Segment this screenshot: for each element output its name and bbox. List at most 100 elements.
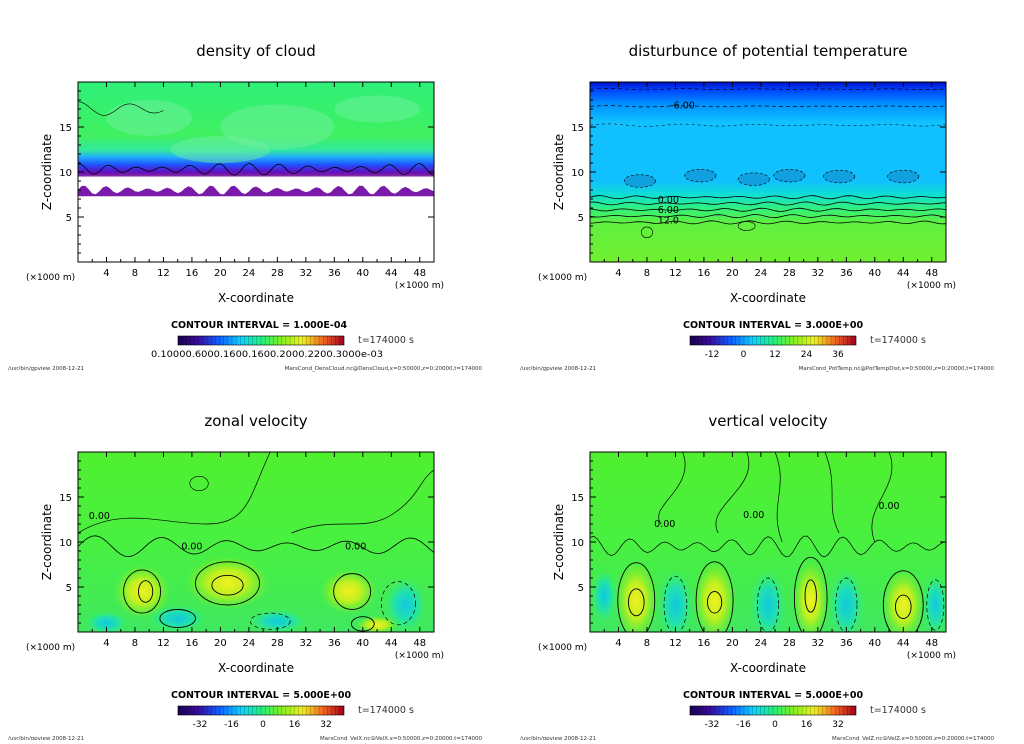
x-tick-label: 28 bbox=[783, 638, 796, 649]
x-tick-label: 28 bbox=[271, 638, 284, 649]
contour-interval: CONTOUR INTERVAL = 3.000E+00 bbox=[683, 320, 863, 331]
cloud-swirl bbox=[170, 136, 271, 163]
y-tick-label: 10 bbox=[59, 168, 72, 179]
colorbar-tick-label: 0 bbox=[741, 350, 747, 360]
x-tick-label: 24 bbox=[243, 638, 256, 649]
x-unit-label-left: (×1000 m) bbox=[538, 273, 587, 283]
footer-right: MarsCond_DensCloud.nc@DensCloud,x=0:5000… bbox=[285, 366, 483, 372]
x-tick-label: 4 bbox=[103, 638, 109, 649]
velocity-cell bbox=[881, 569, 925, 632]
x-axis-label: X-coordinate bbox=[730, 291, 806, 305]
velocity-cell bbox=[828, 569, 865, 632]
contour-line bbox=[590, 214, 946, 219]
contour-label: 0.00 bbox=[345, 542, 366, 553]
x-unit-label-right: (×1000 m) bbox=[395, 651, 444, 661]
contour-line bbox=[78, 535, 434, 558]
ptemp-cell bbox=[684, 169, 717, 183]
contour-loop bbox=[663, 575, 688, 632]
velocity-cell bbox=[248, 609, 306, 632]
contour-line bbox=[291, 469, 434, 534]
velocity-cell bbox=[614, 560, 658, 632]
x-tick-label: 24 bbox=[755, 268, 768, 279]
colorbar-tick-label: -16 bbox=[736, 720, 751, 730]
contour-loop bbox=[793, 556, 828, 632]
x-tick-label: 8 bbox=[644, 638, 650, 649]
contour-line bbox=[824, 452, 840, 534]
y-axis-label: Z-coordinate bbox=[40, 134, 54, 210]
contour-interval: CONTOUR INTERVAL = 5.000E+00 bbox=[171, 690, 351, 701]
colorbar-label-overlap: 0.10000.6000.1600.1600.2000.2200.3000e-0… bbox=[151, 350, 383, 360]
y-tick-label: 10 bbox=[571, 168, 584, 179]
field-shading bbox=[78, 452, 434, 632]
contour-loop bbox=[695, 561, 734, 632]
x-tick-label: 12 bbox=[669, 638, 682, 649]
x-tick-label: 36 bbox=[328, 638, 341, 649]
time-label: t=174000 s bbox=[358, 335, 414, 346]
x-tick-label: 44 bbox=[897, 268, 910, 279]
velocity-cell bbox=[184, 555, 271, 610]
x-tick-label: 40 bbox=[868, 268, 881, 279]
contour-loop bbox=[123, 569, 162, 614]
colorbar-tick-label: -12 bbox=[705, 350, 720, 360]
x-tick-label: 20 bbox=[214, 268, 227, 279]
x-tick-label: 20 bbox=[726, 268, 739, 279]
x-tick-label: 48 bbox=[925, 638, 938, 649]
x-tick-label: 8 bbox=[132, 268, 138, 279]
footer-left: /usr/bin/gpview 2008-12-21 bbox=[8, 736, 84, 740]
contour-line bbox=[590, 535, 946, 558]
contour-loop bbox=[926, 579, 945, 631]
contour-line bbox=[590, 207, 946, 212]
panel-title: zonal velocity bbox=[204, 412, 307, 430]
contour-line bbox=[590, 105, 946, 108]
contour-loop bbox=[894, 594, 912, 619]
velocity-cell bbox=[85, 611, 128, 632]
contour-loop bbox=[138, 580, 154, 603]
footer-right: MarsCond_PotTemp.nc@PotTempDist,x=0:5000… bbox=[799, 366, 995, 372]
y-axis-label: Z-coordinate bbox=[552, 134, 566, 210]
colorbar-tick-label: 32 bbox=[320, 720, 331, 730]
colorbar-tick-label: -16 bbox=[224, 720, 239, 730]
colorbar-tick-label: 16 bbox=[801, 720, 813, 730]
colorbar-tick-label: -32 bbox=[705, 720, 720, 730]
velocity-cell bbox=[792, 560, 829, 632]
footer-left: /usr/bin/gpview 2008-12-21 bbox=[8, 366, 84, 372]
contour-loop bbox=[804, 579, 817, 613]
contour-loop bbox=[333, 573, 372, 610]
x-tick-label: 48 bbox=[925, 268, 938, 279]
x-unit-label-right: (×1000 m) bbox=[907, 651, 956, 661]
contour-line bbox=[590, 201, 946, 206]
ptemp-shading bbox=[590, 82, 946, 262]
x-tick-label: 4 bbox=[615, 638, 621, 649]
contour-loop bbox=[189, 475, 209, 491]
x-unit-label-left: (×1000 m) bbox=[538, 643, 587, 653]
x-axis-label: X-coordinate bbox=[218, 291, 294, 305]
colorbar-tick-label: 16 bbox=[289, 720, 301, 730]
x-tick-label: 40 bbox=[356, 638, 369, 649]
x-tick-label: 4 bbox=[103, 268, 109, 279]
cloud-base-band bbox=[78, 185, 434, 197]
colorbar-tick-label: 32 bbox=[832, 720, 843, 730]
x-unit-label-left: (×1000 m) bbox=[26, 273, 75, 283]
contour-loop bbox=[640, 226, 653, 239]
contour-loop bbox=[380, 581, 416, 626]
colorbar-tick-label: -32 bbox=[193, 720, 208, 730]
x-tick-label: 32 bbox=[811, 638, 824, 649]
x-axis-label: X-coordinate bbox=[730, 661, 806, 675]
velocity-cell bbox=[750, 569, 786, 632]
contour-line bbox=[658, 452, 686, 525]
velocity-cell bbox=[657, 569, 694, 632]
contour-line bbox=[590, 88, 946, 91]
y-tick-label: 5 bbox=[66, 583, 72, 594]
panel-title: vertical velocity bbox=[708, 412, 827, 430]
field-shading bbox=[78, 82, 434, 262]
x-tick-label: 40 bbox=[356, 268, 369, 279]
x-tick-label: 20 bbox=[214, 638, 227, 649]
contour-loop bbox=[211, 574, 244, 596]
contour-line bbox=[590, 195, 946, 200]
y-tick-label: 5 bbox=[578, 213, 584, 224]
contour-interval: CONTOUR INTERVAL = 5.000E+00 bbox=[683, 690, 863, 701]
x-tick-label: 16 bbox=[698, 268, 711, 279]
